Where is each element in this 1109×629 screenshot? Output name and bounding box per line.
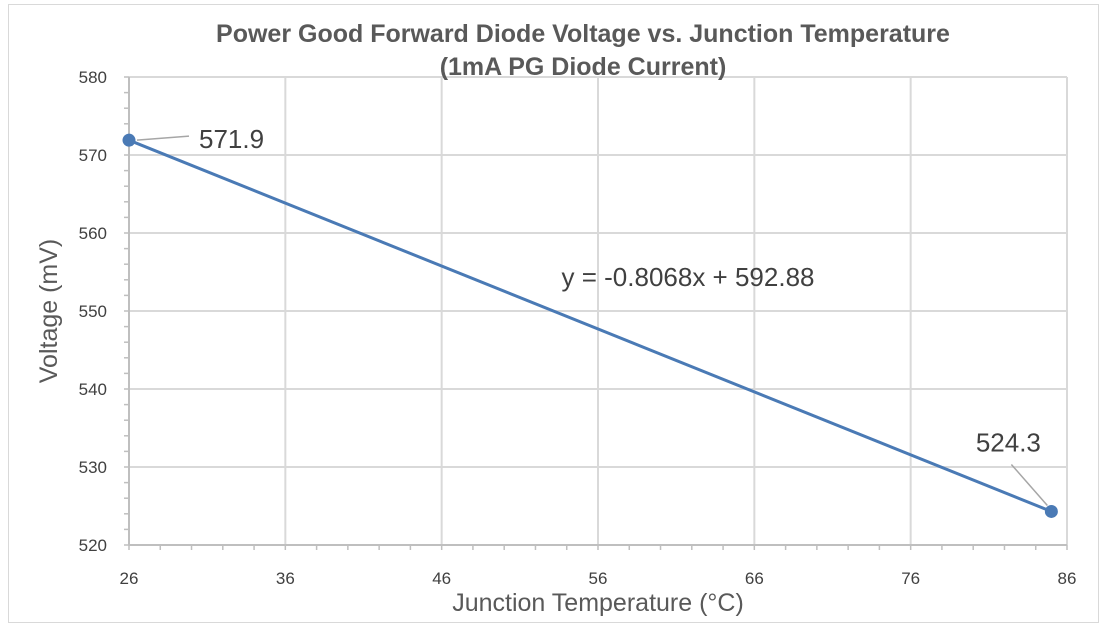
minor-ticks xyxy=(124,76,1068,550)
y-tick-label: 520 xyxy=(79,536,107,555)
trendline-equation: y = -0.8068x + 592.88 xyxy=(562,262,815,292)
axes xyxy=(128,77,1067,546)
series: 571.9 524.3 xyxy=(122,124,1058,518)
data-label: 571.9 xyxy=(199,124,264,154)
series-line xyxy=(128,138,1052,513)
x-tick-label: 46 xyxy=(432,569,451,588)
chart-subtitle: (1mA PG Diode Current) xyxy=(440,53,727,81)
y-tick-label: 530 xyxy=(79,458,107,477)
y-tick-label: 550 xyxy=(79,302,107,321)
chart-frame xyxy=(8,4,1099,623)
grid xyxy=(129,76,1068,545)
x-tick-label: 36 xyxy=(276,569,295,588)
x-tick-label: 26 xyxy=(120,569,139,588)
data-label: 524.3 xyxy=(976,427,1041,457)
x-tick-label: 56 xyxy=(589,569,608,588)
x-tick-labels: 26 36 46 56 66 76 86 xyxy=(120,569,1077,588)
x-axis-label: Junction Temperature (°C) xyxy=(452,589,744,617)
data-label-leader xyxy=(136,135,190,141)
data-label-leader xyxy=(1010,463,1048,506)
x-tick-label: 66 xyxy=(745,569,764,588)
y-tick-label: 540 xyxy=(79,380,107,399)
x-tick-label: 76 xyxy=(901,569,920,588)
y-tick-labels: 520 530 540 550 560 570 580 xyxy=(79,68,107,555)
y-tick-label: 570 xyxy=(79,146,107,165)
y-tick-label: 560 xyxy=(79,224,107,243)
data-point xyxy=(122,133,136,147)
x-tick-label: 86 xyxy=(1058,569,1077,588)
y-axis-label: Voltage (mV) xyxy=(35,239,63,384)
data-point xyxy=(1044,504,1058,518)
chart-title: Power Good Forward Diode Voltage vs. Jun… xyxy=(216,20,950,48)
y-tick-label: 580 xyxy=(79,68,107,87)
